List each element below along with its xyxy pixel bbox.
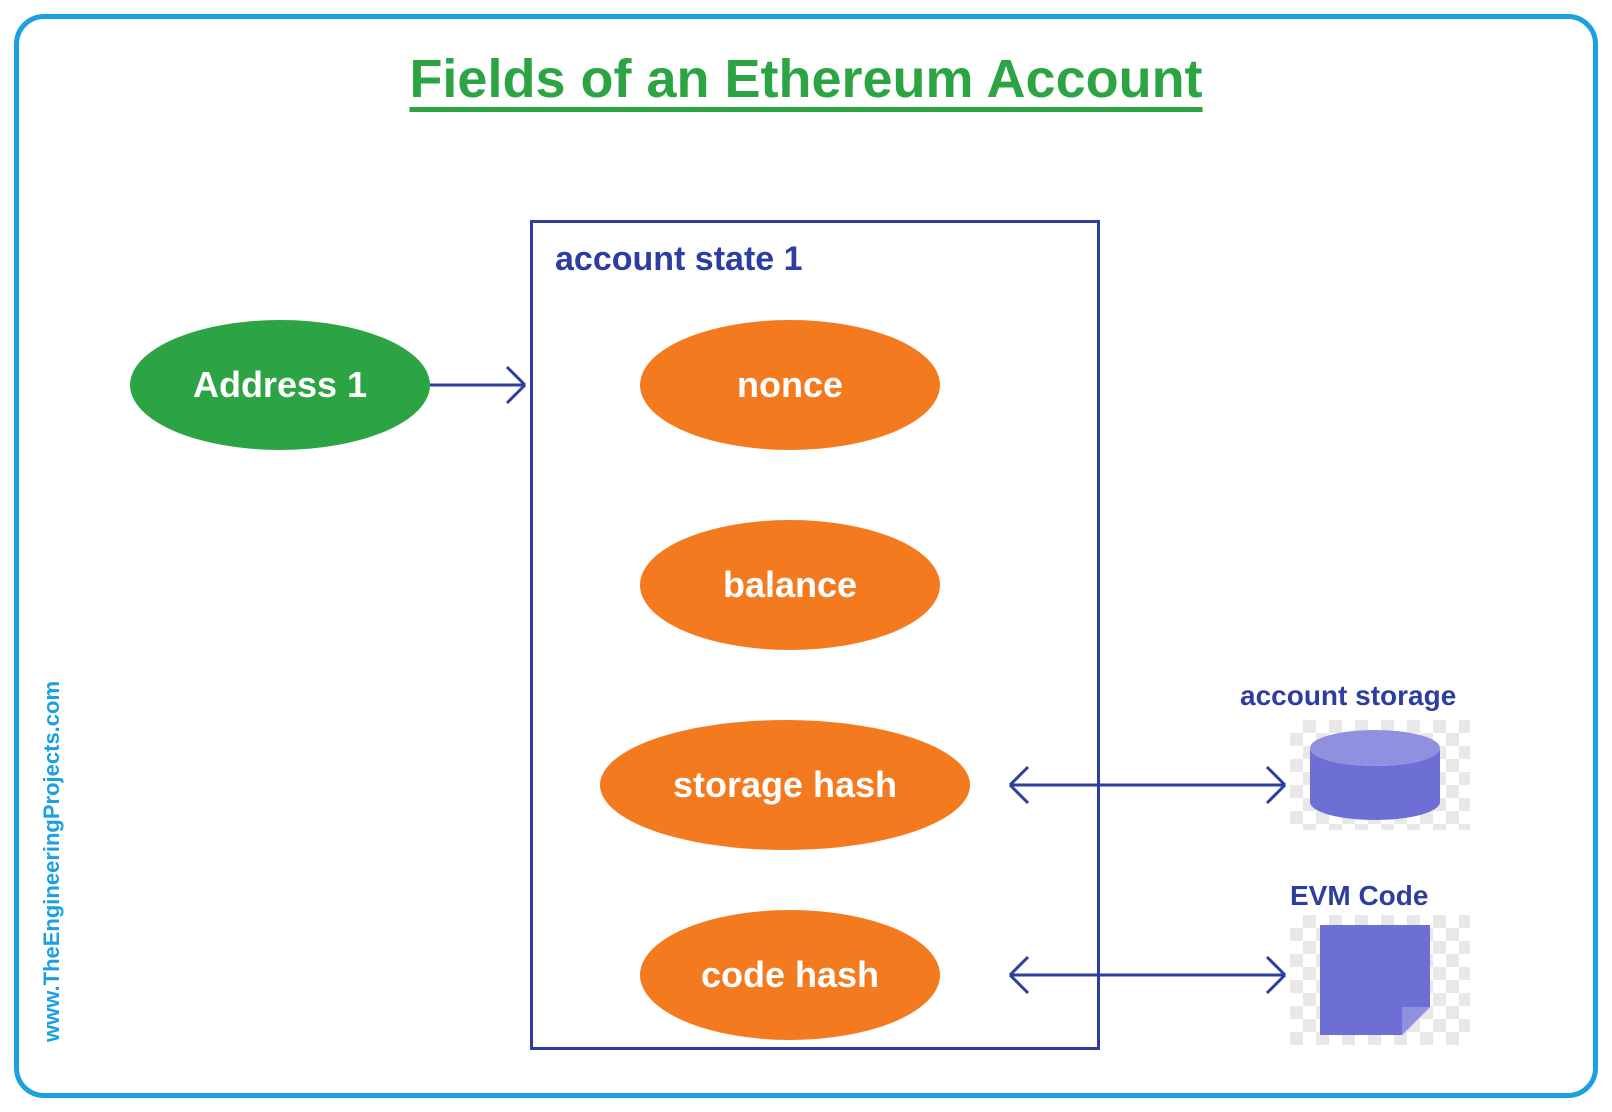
field-nonce: nonce [640, 320, 940, 450]
cylinder-icon [1310, 730, 1440, 820]
field-label: nonce [737, 364, 843, 406]
address-node: Address 1 [130, 320, 430, 450]
account-state-label: account state 1 [555, 240, 803, 279]
evm-code-label: EVM Code [1290, 880, 1428, 912]
field-balance: balance [640, 520, 940, 650]
field-code-hash: code hash [640, 910, 940, 1040]
account-storage-label: account storage [1240, 680, 1456, 712]
address-node-label: Address 1 [193, 364, 367, 406]
field-label: storage hash [673, 764, 897, 806]
page-icon [1320, 925, 1430, 1035]
field-storage-hash: storage hash [600, 720, 970, 850]
field-label: balance [723, 564, 857, 606]
watermark-text: www.TheEngineeringProjects.com [39, 681, 65, 1042]
diagram-title: Fields of an Ethereum Account [0, 48, 1612, 110]
field-label: code hash [701, 954, 879, 996]
